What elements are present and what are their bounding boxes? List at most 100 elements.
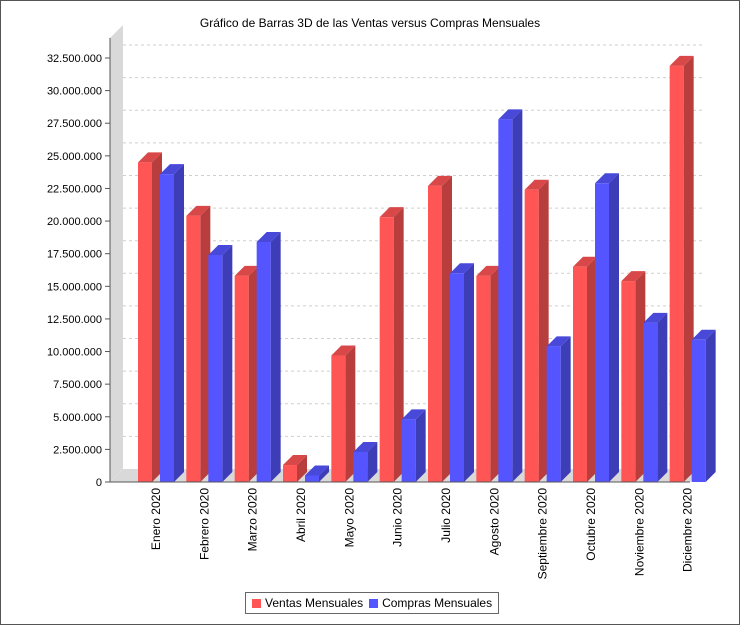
x-tick-label: Febrero 2020 bbox=[197, 488, 211, 560]
y-tick-label: 22.500.000 bbox=[47, 183, 102, 195]
bar-compras bbox=[401, 419, 416, 482]
bar-side-compras bbox=[415, 409, 426, 482]
bar-top-compras bbox=[208, 244, 233, 255]
legend-swatch-ventas bbox=[252, 598, 261, 608]
bar-top-compras bbox=[498, 109, 523, 120]
x-tick-label: Abril 2020 bbox=[294, 488, 308, 542]
y-tick-label: 7.500.000 bbox=[53, 379, 102, 391]
y-tick-label: 32.500.000 bbox=[47, 53, 102, 65]
bar-ventas bbox=[621, 281, 636, 482]
bar-top-ventas bbox=[573, 256, 597, 267]
legend: Ventas Mensuales Compras Mensuales bbox=[245, 592, 500, 614]
bar-side-ventas bbox=[393, 207, 404, 482]
y-tick-label: 17.500.000 bbox=[47, 249, 102, 261]
bar-top-ventas bbox=[138, 152, 162, 163]
bar-top-compras bbox=[691, 329, 716, 340]
bar-side-compras bbox=[512, 109, 523, 482]
bar-top-ventas bbox=[476, 265, 501, 276]
bar-top-ventas bbox=[283, 455, 307, 466]
bar-top-compras bbox=[305, 465, 329, 476]
legend-item-compras: Compras Mensuales bbox=[369, 596, 492, 610]
bar-side-compras bbox=[319, 465, 329, 482]
bar-side-compras bbox=[705, 329, 716, 482]
bar-compras bbox=[160, 174, 174, 482]
y-tick-label: 12.500.000 bbox=[47, 314, 102, 326]
bar-side-compras bbox=[367, 441, 378, 482]
bar-side-ventas bbox=[490, 265, 501, 482]
bar-side-compras bbox=[174, 164, 184, 482]
bar-side-compras bbox=[609, 173, 619, 482]
bar-top-ventas bbox=[186, 205, 211, 216]
bar-ventas bbox=[669, 65, 684, 482]
bar-compras bbox=[595, 183, 609, 482]
bar-ventas bbox=[331, 355, 346, 482]
bar-ventas bbox=[524, 189, 539, 482]
legend-item-ventas: Ventas Mensuales bbox=[252, 596, 363, 610]
bar-ventas bbox=[138, 162, 152, 482]
chart-title: Gráfico de Barras 3D de las Ventas versu… bbox=[199, 16, 541, 30]
legend-swatch-compras bbox=[369, 598, 379, 608]
y-tick-label: 0 bbox=[96, 477, 102, 489]
x-tick-label: Julio 2020 bbox=[439, 488, 453, 543]
legend-label-ventas: Ventas Mensuales bbox=[265, 596, 364, 610]
y-tick-label: 15.000.000 bbox=[47, 281, 102, 293]
bar-top-compras bbox=[256, 231, 281, 242]
bar-compras bbox=[691, 339, 706, 482]
x-tick-label: Octubre 2020 bbox=[584, 488, 598, 561]
y-tick-label: 30.000.000 bbox=[47, 86, 102, 98]
x-tick-label: Diciembre 2020 bbox=[681, 488, 695, 572]
bar-side-ventas bbox=[683, 55, 694, 482]
bar-ventas bbox=[186, 215, 201, 482]
bar-compras bbox=[353, 451, 368, 482]
bar-side-compras bbox=[270, 231, 281, 482]
bar-top-compras bbox=[160, 164, 184, 175]
bar-top-ventas bbox=[524, 179, 549, 190]
bar-ventas bbox=[379, 217, 394, 482]
bar-side-ventas bbox=[442, 175, 452, 483]
bar-side-compras bbox=[560, 336, 571, 482]
bar-side-ventas bbox=[200, 205, 211, 482]
bar-ventas bbox=[283, 465, 297, 482]
bar-compras bbox=[450, 273, 464, 482]
y-tick-label: 2.500.000 bbox=[53, 444, 102, 456]
bar-compras bbox=[498, 119, 513, 482]
bar-compras bbox=[643, 322, 658, 482]
bar-top-ventas bbox=[428, 175, 452, 186]
x-tick-label: Agosto 2020 bbox=[487, 488, 501, 556]
bar-side-compras bbox=[464, 263, 474, 482]
bar-ventas bbox=[428, 185, 442, 483]
x-tick-label: Junio 2020 bbox=[391, 488, 405, 547]
bar-side-compras bbox=[657, 312, 668, 482]
bar-side-ventas bbox=[297, 455, 307, 482]
bar-side-ventas bbox=[345, 345, 356, 482]
bar-compras bbox=[305, 475, 319, 482]
bar-side-ventas bbox=[152, 152, 162, 482]
bar-top-compras bbox=[450, 263, 474, 274]
bar-side-ventas bbox=[635, 271, 646, 482]
x-tick-label: Marzo 2020 bbox=[246, 488, 260, 552]
bar-compras bbox=[208, 254, 223, 482]
bar-side-ventas bbox=[587, 256, 597, 482]
bar-top-compras bbox=[401, 409, 426, 420]
bar-top-compras bbox=[595, 173, 619, 184]
legend-label-compras: Compras Mensuales bbox=[382, 596, 493, 610]
x-tick-label: Septiembre 2020 bbox=[536, 488, 550, 580]
bar-top-ventas bbox=[234, 265, 259, 276]
bar-side-ventas bbox=[248, 265, 259, 482]
x-tick-label: Enero 2020 bbox=[149, 488, 163, 550]
bar-side-ventas bbox=[538, 179, 549, 482]
bar-top-ventas bbox=[669, 55, 694, 66]
bar-top-ventas bbox=[621, 271, 646, 282]
bar-ventas bbox=[234, 275, 249, 482]
bar-top-ventas bbox=[331, 345, 356, 356]
bar-top-compras bbox=[546, 336, 571, 347]
y-tick-label: 10.000.000 bbox=[47, 347, 102, 359]
y-tick-label: 5.000.000 bbox=[53, 412, 102, 424]
bar-ventas bbox=[476, 275, 491, 482]
y-tick-label: 27.500.000 bbox=[47, 118, 102, 130]
bar-top-ventas bbox=[379, 207, 404, 218]
left-wall bbox=[110, 25, 123, 482]
y-tick-label: 20.000.000 bbox=[47, 216, 102, 228]
bar-ventas bbox=[573, 266, 587, 482]
bar-top-compras bbox=[643, 312, 668, 323]
